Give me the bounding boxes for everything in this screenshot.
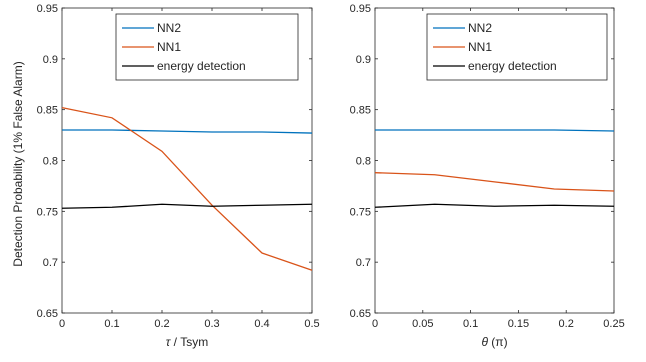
legend-entry: NN1 xyxy=(468,40,492,54)
y-tick-label: 0.95 xyxy=(37,3,58,15)
y-tick-label: 0.9 xyxy=(356,54,371,66)
legend-entry: energy detection xyxy=(468,59,557,73)
series-line-energy-detection xyxy=(61,203,313,209)
x-tick-label: 0.2 xyxy=(154,318,169,330)
y-tick-label: 0.95 xyxy=(350,3,371,15)
x-axis-label: τ / Tsym xyxy=(166,335,209,349)
x-axis-unit: (π) xyxy=(488,335,508,349)
series-line-nn1 xyxy=(61,106,313,271)
chart-2: 0 0.05 0.1 0.15 0.2 0.25 0.65 0.7 0.75 0.8 0.85 0.9… xyxy=(350,3,625,349)
y-tick-label: 0.65 xyxy=(350,308,371,320)
y-tick-label: 0.65 xyxy=(37,308,58,320)
legend-entry: energy detection xyxy=(157,59,246,73)
legend-entry: NN1 xyxy=(157,40,181,54)
x-axis-symbol: θ xyxy=(481,335,488,349)
x-tick-label: 0.1 xyxy=(104,318,119,330)
y-tick-label: 0.7 xyxy=(43,257,58,269)
y-tick-label: 0.75 xyxy=(350,206,371,218)
charts-container: 0 0.1 0.2 0.3 0.4 0.5 0.65 0.7 0.75 0.8 0.85 0.9 0.9… xyxy=(37,3,625,349)
x-tick-label: 0.2 xyxy=(559,318,574,330)
legend: NN2 NN1 energy detection xyxy=(115,13,299,81)
x-axis-unit: / Tsym xyxy=(170,335,208,349)
series-line-nn2 xyxy=(375,129,615,132)
y-tick-label: 0.9 xyxy=(43,54,58,66)
x-tick-label: 0.3 xyxy=(204,318,219,330)
x-axis-label: θ (π) xyxy=(481,335,507,349)
x-tick-label: 0.5 xyxy=(304,318,319,330)
series-line-energy-detection xyxy=(374,203,615,208)
y-tick-label: 0.8 xyxy=(43,156,58,168)
series-line-nn2 xyxy=(62,129,313,134)
legend-entry: NN2 xyxy=(157,21,181,35)
x-tick-label: 0.25 xyxy=(603,318,624,330)
x-tick-label: 0.15 xyxy=(508,318,529,330)
x-tick-label: 0.4 xyxy=(254,318,269,330)
x-tick-label: 0.1 xyxy=(463,318,478,330)
chart-1: 0 0.1 0.2 0.3 0.4 0.5 0.65 0.7 0.75 0.8 0.85 0.9 0.9… xyxy=(37,3,320,349)
y-tick-label: 0.75 xyxy=(37,206,58,218)
legend-entry: NN2 xyxy=(468,21,492,35)
x-tick-label: 0 xyxy=(59,318,65,330)
x-axis-symbol: τ xyxy=(166,335,172,349)
y-tick-label: 0.85 xyxy=(37,105,58,117)
y-tick-label: 0.7 xyxy=(356,257,371,269)
y-tick-label: 0.8 xyxy=(356,156,371,168)
x-tick-label: 0 xyxy=(372,318,378,330)
y-tick-label: 0.85 xyxy=(350,105,371,117)
legend: NN2 NN1 energy detection xyxy=(426,13,608,81)
x-tick-label: 0.05 xyxy=(412,318,433,330)
y-axis-label: Detection Probability (1% False Alarm) xyxy=(11,61,25,266)
